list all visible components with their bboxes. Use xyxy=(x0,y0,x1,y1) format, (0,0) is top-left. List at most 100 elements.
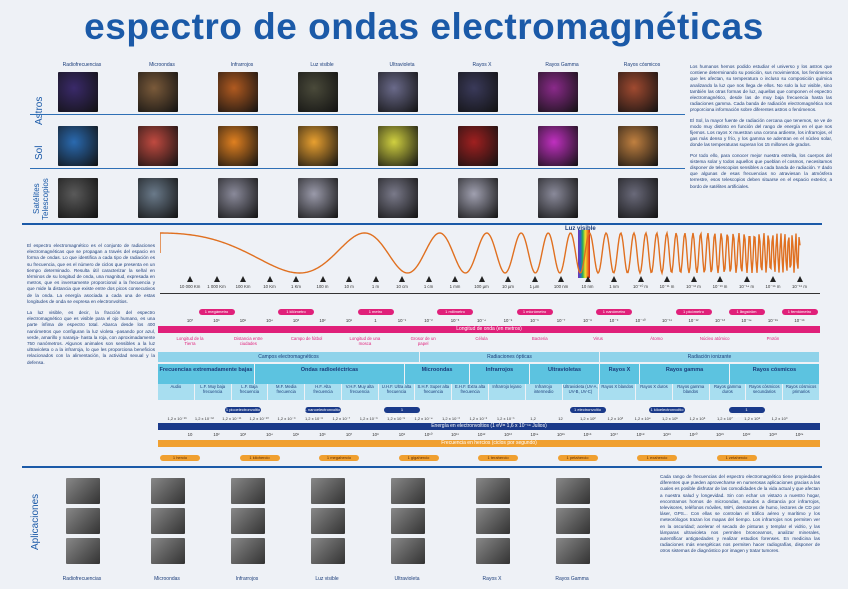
thumbnail-image xyxy=(298,178,338,218)
energy-unit-pill: 1 kiloelectronvoltio xyxy=(649,407,685,413)
sub-band: U.H.F. Ultra alta frecuencia xyxy=(378,384,415,400)
intro-right: Los humanos hemos podido estudiar el uni… xyxy=(690,64,832,190)
thumbnail-image xyxy=(218,72,258,112)
wave-line xyxy=(160,230,801,276)
intro-left: El espectro electromagnético es el conju… xyxy=(27,243,155,366)
sub-band: H.F. Alta frecuencia xyxy=(305,384,341,400)
application-image xyxy=(151,478,185,504)
power-label: 10² xyxy=(319,318,326,323)
thumbnail-image xyxy=(538,126,578,166)
section-divider xyxy=(22,466,822,468)
energy-value: 1,2 x 10⁻¹³ xyxy=(167,416,187,421)
wavelength-tick: 1 mm xyxy=(449,284,461,289)
triangle-marker xyxy=(664,276,670,282)
power-label: 10⁴ xyxy=(266,318,273,323)
wavelength-tick: 1 000 Km xyxy=(207,284,226,289)
frequency-value: 10¹³ xyxy=(504,432,512,437)
triangle-marker xyxy=(213,276,220,282)
energy-value: 1,2 x 10³ xyxy=(607,416,624,421)
application-image xyxy=(476,538,510,564)
length-pill: 1 metro xyxy=(357,309,394,315)
application-image xyxy=(151,508,185,534)
energy-value: 1,2 x 10⁻⁴ xyxy=(414,416,433,421)
power-label: 10⁻⁵ xyxy=(503,318,513,323)
frequency-value: 10⁵ xyxy=(292,432,300,437)
sub-band: M.F. Media frecuencia xyxy=(268,384,305,400)
wave-graphic xyxy=(160,230,801,278)
scale-example: Virus xyxy=(593,336,603,341)
application-label: Luz visible xyxy=(315,576,339,582)
energy-value: 1,2 x 10⁻⁶ xyxy=(359,416,378,421)
energy-value: 1,2 x 10⁻¹ xyxy=(496,416,515,421)
thumbnail-image xyxy=(458,178,498,218)
triangle-marker xyxy=(637,276,644,282)
energy-value: 1,2 x 10⁻¹¹ xyxy=(222,416,242,421)
wavelength-bar: Longitud de onda (en metros) xyxy=(158,326,820,333)
frequency-unit-pill: 1 gigahercio xyxy=(398,455,439,461)
section-divider xyxy=(22,223,822,225)
triangle-marker xyxy=(531,276,538,282)
energy-value: 1,2 x 10⁻⁹ xyxy=(277,416,296,421)
wavelength-tick: 10 Km xyxy=(263,284,276,289)
power-label: 10⁻⁴ xyxy=(477,318,486,323)
frequency-value: 10²⁴ xyxy=(795,432,804,437)
frequency-unit-pill: 1 megahercio xyxy=(319,455,359,461)
application-label: Radiofrecuencias xyxy=(62,576,102,582)
wavelength-tick: 1 cm xyxy=(423,284,434,289)
application-label: Ultravioleta xyxy=(394,576,420,582)
energy-value: 1,2 x 10⁴ xyxy=(634,416,651,421)
energy-unit-pill: 1 picoelectronvoltio xyxy=(225,407,261,413)
sub-band: L.F. Baja frecuencia xyxy=(231,384,268,400)
energy-value: 1,2 x 10⁻⁷ xyxy=(332,416,351,421)
application-image xyxy=(391,538,425,564)
application-label: Infrarrojos xyxy=(235,576,259,582)
sub-band: Rayos X blandos xyxy=(599,384,636,400)
length-pill: 1 megámetro xyxy=(198,309,235,315)
triangle-marker xyxy=(558,276,564,282)
thumbnail-image xyxy=(618,178,658,218)
energy-unit-pill: 1 nanoelectronvoltio xyxy=(304,407,341,413)
frequency-value: 10¹⁵ xyxy=(557,432,565,437)
scale-example: Núcleo atómico xyxy=(699,336,730,341)
power-label: 10⁻³ xyxy=(450,318,460,323)
group-bar: Radiaciones ópticas xyxy=(420,352,599,362)
sub-band: S.H.F. Super alta frecuencia xyxy=(415,384,452,400)
wavelength-tick: 10 000 Km xyxy=(179,284,201,289)
main-band: Rayos X xyxy=(600,364,639,384)
triangle-marker xyxy=(399,276,405,282)
triangle-marker xyxy=(743,276,750,282)
divider xyxy=(30,114,685,115)
power-label: 10⁻¹² xyxy=(688,318,699,323)
frequency-unit-pill: 1 zetahercio xyxy=(716,455,757,461)
thumbnail-image xyxy=(538,72,578,112)
wavelength-tick: 100 µm xyxy=(474,284,489,289)
triangle-marker xyxy=(796,276,803,282)
application-image xyxy=(556,508,590,534)
application-image xyxy=(231,538,265,564)
length-pill: 1 picómetro xyxy=(675,309,712,315)
energy-value: 12 xyxy=(558,416,563,421)
frequency-value: 10⁷ xyxy=(345,432,353,437)
thumbnail-image xyxy=(618,126,658,166)
energy-value: 1,2 x 10⁻¹⁰ xyxy=(249,416,269,421)
thumbnail-image xyxy=(298,72,338,112)
intro-right-p2: El Sol, la mayor fuente de radiación cer… xyxy=(690,117,832,148)
thumbnail-image xyxy=(378,178,418,218)
sub-band: L.F. Muy baja frecuencia xyxy=(194,384,231,400)
application-image xyxy=(391,508,425,534)
length-pill: 1 micrómetro xyxy=(516,309,553,315)
frequency-value: 10¹² xyxy=(477,432,486,437)
power-label: 10⁻¹³ xyxy=(715,318,725,323)
intro-left-p1: El espectro electromagnético es el conju… xyxy=(27,243,155,304)
wavelength-tick: 100 Km xyxy=(235,284,251,289)
application-image xyxy=(556,478,590,504)
energy-unit-pill: 1 microelectronvoltio xyxy=(384,407,420,418)
thumbnail-image xyxy=(138,126,178,166)
frequency-unit-pill: 1 kilohercio xyxy=(239,455,280,461)
scale-example: Bacteria xyxy=(531,336,548,341)
frequency-value: 10⁹ xyxy=(398,432,406,437)
thumbnail-image xyxy=(58,178,98,218)
sub-band: Infrarrojo intermedio xyxy=(525,384,562,400)
triangle-marker xyxy=(770,276,776,282)
energy-value: 1,2 x 10² xyxy=(580,416,596,421)
